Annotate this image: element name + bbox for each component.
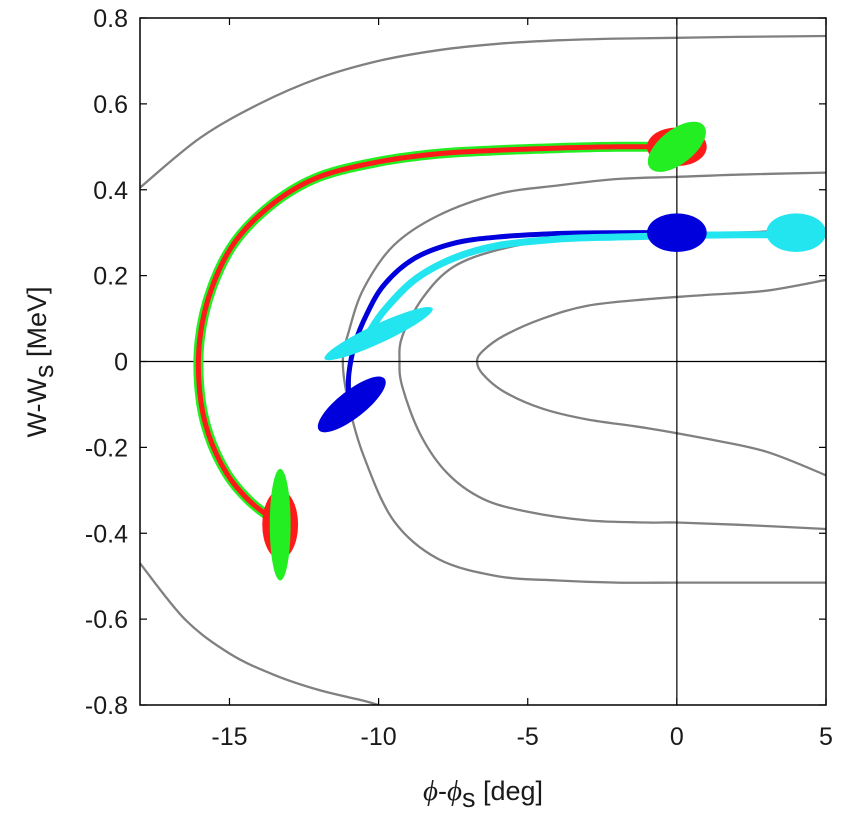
green-ellipse-end [647, 121, 706, 172]
x-tick-label: 5 [819, 723, 833, 751]
y-tick-label: -0.8 [85, 692, 128, 720]
contour-bottom-outer [140, 562, 379, 705]
red-trajectory [195, 144, 680, 528]
bunch-ellipses [262, 121, 826, 581]
x-tick-label: 0 [670, 723, 684, 751]
y-tick-label: 0.4 [93, 177, 128, 205]
y-tick-label: -0.6 [85, 606, 128, 634]
y-tick-label: 0.2 [93, 263, 128, 291]
x-tick-label: -10 [361, 723, 397, 751]
y-axis-ticks: -0.8 -0.6 -0.4 -0.2 0 0.2 0.4 0.6 0.8 [85, 5, 826, 720]
x-tick-label: -15 [211, 723, 247, 751]
y-tick-label: 0.8 [93, 5, 128, 33]
cyan-ellipse-start [324, 306, 433, 361]
green-ellipse-start [269, 468, 291, 581]
blue-ellipse-end [647, 213, 707, 253]
blue-ellipse-start [317, 376, 386, 433]
y-axis-label: W-Ws [MeV] [22, 286, 59, 437]
y-tick-label: -0.4 [85, 520, 128, 548]
x-tick-label: -5 [517, 723, 539, 751]
contour-top-outer [140, 34, 826, 189]
cyan-ellipse-end [766, 213, 826, 253]
cyan-trajectory [366, 231, 800, 335]
x-axis-label: ϕ-ϕs [deg] [423, 775, 543, 813]
y-tick-label: 0 [114, 349, 128, 377]
y-tick-label: 0.6 [93, 91, 128, 119]
y-tick-label: -0.2 [85, 434, 128, 462]
x-axis-ticks: -15 -10 -5 0 5 [211, 18, 833, 751]
